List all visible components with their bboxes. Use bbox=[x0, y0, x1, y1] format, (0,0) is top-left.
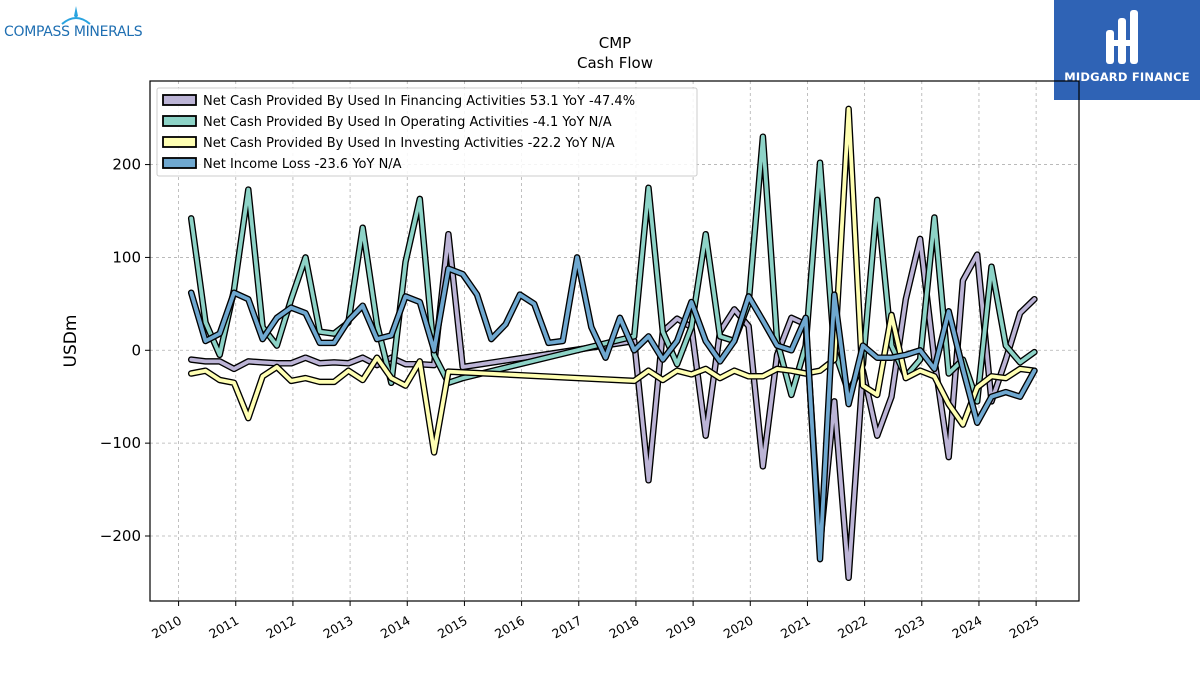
x-tick-label: 2025 bbox=[1007, 613, 1042, 642]
x-tick-label: 2017 bbox=[549, 613, 584, 642]
series-line-4 bbox=[189, 255, 1037, 562]
series-line-1 bbox=[189, 232, 1037, 580]
x-tick-label: 2015 bbox=[435, 613, 470, 642]
right-logo-text: MIDGARD FINANCE bbox=[1064, 70, 1190, 84]
series-layer bbox=[187, 105, 1038, 582]
left-logo-text: COMPASS MINERALS bbox=[4, 24, 143, 40]
legend-entry: Net Cash Provided By Used In Investing A… bbox=[203, 136, 615, 151]
x-tick-label: 2016 bbox=[492, 613, 527, 642]
legend-swatch bbox=[162, 157, 197, 169]
x-tick-label: 2011 bbox=[206, 613, 241, 642]
midgard-mark-icon bbox=[1106, 10, 1138, 64]
legend-swatch bbox=[162, 94, 197, 106]
compass-minerals-logo: COMPASS MINERALS bbox=[4, 4, 149, 54]
legend-swatch bbox=[162, 115, 197, 127]
midgard-finance-logo: MIDGARD FINANCE bbox=[1054, 0, 1200, 100]
chart-title: CMP bbox=[599, 34, 631, 52]
series-line-2 bbox=[189, 134, 1037, 404]
y-ticks: −200 −100 0 100 200 bbox=[100, 156, 150, 545]
legend-entry: Net Cash Provided By Used In Operating A… bbox=[203, 115, 612, 130]
y-tick-label: 0 bbox=[131, 341, 141, 359]
chart-subtitle: Cash Flow bbox=[577, 54, 653, 72]
x-tick-label: 2024 bbox=[949, 613, 984, 642]
legend: Net Cash Provided By Used In Financing A… bbox=[156, 87, 698, 177]
x-tick-label: 2010 bbox=[149, 613, 184, 642]
x-tick-label: 2019 bbox=[664, 613, 699, 642]
x-tick-label: 2012 bbox=[263, 613, 298, 642]
compass-star-icon bbox=[61, 6, 91, 25]
plot-frame bbox=[149, 80, 1080, 602]
x-tick-label: 2018 bbox=[606, 613, 641, 642]
x-tick-label: 2021 bbox=[778, 613, 813, 642]
y-tick-label: −100 bbox=[100, 434, 141, 452]
x-tick-label: 2014 bbox=[378, 613, 413, 642]
legend-entry: Net Income Loss -23.6 YoY N/A bbox=[203, 157, 402, 172]
y-tick-label: −200 bbox=[100, 527, 141, 545]
x-tick-label: 2013 bbox=[321, 613, 356, 642]
legend-entry: Net Cash Provided By Used In Financing A… bbox=[203, 94, 635, 109]
series-line-3 bbox=[189, 107, 1037, 455]
legend-box bbox=[156, 87, 698, 177]
x-tick-label: 2020 bbox=[721, 613, 756, 642]
y-axis-label: USDm bbox=[61, 315, 81, 368]
legend-swatch bbox=[162, 136, 197, 148]
y-tick-label: 200 bbox=[112, 156, 141, 174]
x-ticks: 2010 2011 2012 2013 2014 2015 2016 2017 2018 2019… bbox=[149, 601, 1042, 642]
x-tick-label: 2022 bbox=[835, 613, 870, 642]
x-tick-label: 2023 bbox=[892, 613, 927, 642]
y-tick-label: 100 bbox=[112, 248, 141, 266]
